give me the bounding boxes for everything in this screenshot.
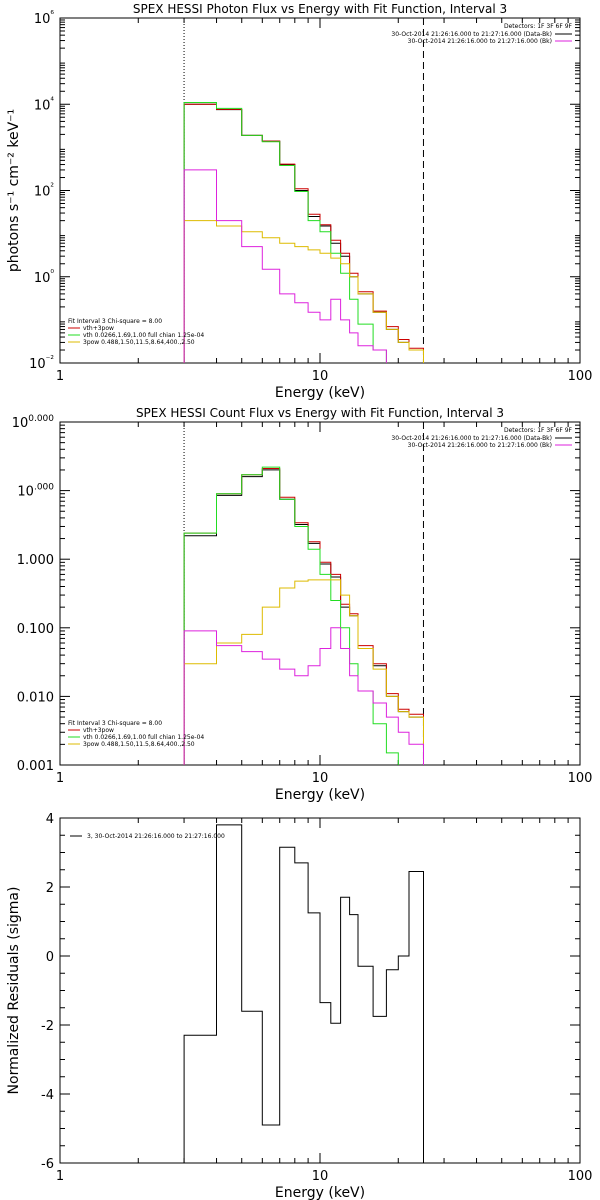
y-tick-label: 10⁻²	[29, 355, 54, 372]
chart-title: SPEX HESSI Count Flux vs Energy with Fit…	[136, 406, 504, 420]
y-axis-label: photons s⁻¹ cm⁻² keV⁻¹	[6, 109, 22, 272]
legend-entry: 30-Oct-2014 21:26:16.000 to 21:27:16.000…	[391, 435, 552, 442]
series-group	[183, 102, 424, 363]
series-line-3pow	[183, 579, 424, 765]
legend-entry: vth 0.0266,1.69,1.00 full chian 1.25e-04	[83, 734, 204, 741]
series-line-bk	[183, 169, 424, 363]
x-tick-label: 100	[568, 369, 593, 384]
x-tick-label: 10	[312, 1169, 329, 1184]
x-tick-label: 100	[568, 771, 593, 786]
y-tick-label: 10.000	[17, 483, 54, 500]
y-tick-label: -6	[41, 1157, 54, 1172]
chart-residuals: 1 10 100 -6 -4 -2 0 2 4 Energy (keV) Normalized Re…	[6, 812, 592, 1200]
y-tick-label: 0.010	[17, 690, 54, 705]
x-axis-label: Energy (keV)	[275, 385, 365, 401]
series-line-vth-3pow	[183, 468, 424, 765]
y-tick-label: -4	[41, 1088, 54, 1103]
x-axis-label: Energy (keV)	[275, 1185, 365, 1200]
series-group	[183, 824, 424, 1163]
y-tick-label: 1.000	[17, 553, 54, 568]
y-axis-label: Normalized Residuals (sigma)	[6, 887, 22, 1095]
y-axis-ticks: -6 -4 -2 0 2 4	[41, 812, 580, 1172]
x-tick-label: 1	[56, 771, 64, 786]
x-tick-label: 10	[312, 771, 329, 786]
legend-entry: vth+3pow	[83, 727, 114, 734]
legend-top-left: 3, 30-Oct-2014 21:26:16.000 to 21:27:16.…	[70, 833, 225, 840]
series-line-bk	[183, 627, 424, 765]
y-axis-ticks: 10⁻² 10⁰ 10² 10⁴ 10⁶	[29, 10, 580, 372]
legend-bottom-left: Fit Interval 3 Chi-square = 8.00vth+3pow…	[68, 318, 204, 346]
legend-entry: 30-Oct-2014 21:26:16.000 to 21:27:16.000…	[408, 442, 552, 449]
y-tick-label: 100.000	[12, 414, 55, 431]
y-tick-label: 4	[46, 812, 54, 827]
series-line-vth-3pow	[183, 103, 424, 363]
legend-entry: 30-Oct-2014 21:26:16.000 to 21:27:16.000…	[408, 38, 552, 45]
legend-entry: vth 0.0266,1.69,1.00 full chian 1.25e-04	[83, 332, 204, 339]
y-tick-label: 2	[46, 881, 54, 896]
chart-count: 1 10 100 0.001 0.010 0.100 1.000 10.000 100.000 S…	[12, 406, 593, 803]
x-tick-label: 1	[56, 369, 64, 384]
y-tick-label: 10⁰	[34, 269, 55, 286]
x-axis-ticks: 1 10 100	[56, 818, 593, 1184]
plot-frame	[59, 17, 581, 364]
legend-entry: 3, 30-Oct-2014 21:26:16.000 to 21:27:16.…	[87, 833, 225, 840]
series-line-vth	[183, 102, 424, 363]
series-line-data-bk	[183, 469, 424, 765]
y-axis-ticks: 0.001 0.010 0.100 1.000 10.000 100.000	[12, 414, 580, 774]
x-axis-ticks: 1 10 100	[56, 422, 593, 786]
y-tick-label: 10⁴	[34, 96, 55, 113]
legend-bottom-left: Fit Interval 3 Chi-square = 8.00vth+3pow…	[68, 720, 204, 748]
series-group	[183, 466, 424, 765]
y-tick-label: 0.001	[17, 759, 54, 774]
series-line-data-bk	[183, 103, 424, 363]
legend-header: Fit Interval 3 Chi-square = 8.00	[68, 720, 162, 727]
legend-entry: 30-Oct-2014 21:26:16.000 to 21:27:16.000…	[391, 31, 552, 38]
y-tick-label: 10⁶	[34, 10, 55, 27]
series-line-vth	[183, 466, 424, 765]
chart-photon: 1 10 100 10⁻² 10⁰ 10² 10⁴ 10⁶ SPEX HESSI Photon …	[6, 2, 592, 401]
legend-entry: vth+3pow	[83, 325, 114, 332]
legend-header: Detectors: 1F 3F 6F 9F	[504, 427, 573, 434]
chart-title: SPEX HESSI Photon Flux vs Energy with Fi…	[133, 2, 507, 16]
y-tick-label: 10²	[34, 183, 55, 200]
x-axis-ticks: 1 10 100	[56, 18, 593, 384]
x-axis-label: Energy (keV)	[275, 787, 365, 803]
x-tick-label: 1	[56, 1169, 64, 1184]
x-tick-label: 100	[568, 1169, 593, 1184]
plot-frame	[59, 421, 581, 766]
y-tick-label: -2	[41, 1019, 54, 1034]
legend-entry: 3pow 0.488,1.50,11.5,8.64,400.,2.50	[83, 339, 195, 346]
y-tick-label: 0	[46, 950, 54, 965]
legend-header: Fit Interval 3 Chi-square = 8.00	[68, 318, 162, 325]
series-line-3pow	[183, 220, 424, 363]
series-line-3-30-oct-2014-21-26-16-000-to-21-27-16-000	[183, 824, 424, 1163]
y-tick-label: 0.100	[17, 622, 54, 637]
x-tick-label: 10	[312, 369, 329, 384]
legend-header: Detectors: 1F 3F 6F 9F	[504, 23, 573, 30]
legend-entry: 3pow 0.488,1.50,11.5,8.64,400.,2.50	[83, 741, 195, 748]
